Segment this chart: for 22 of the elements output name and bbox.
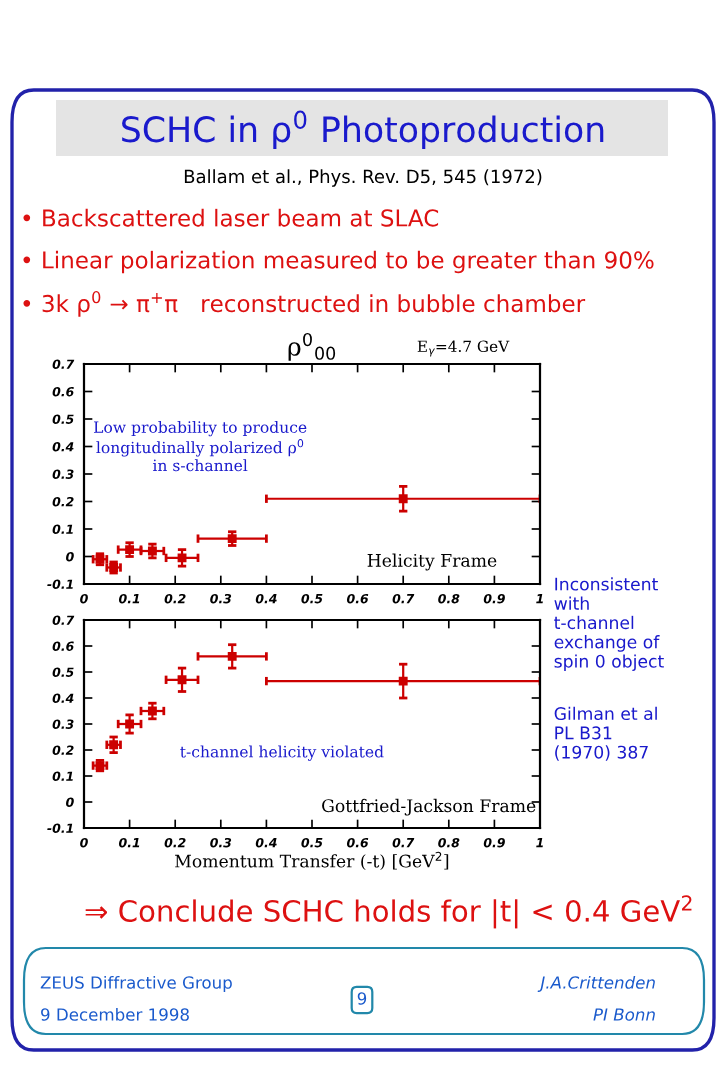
text: • Linear polarization measured to be greater than 90% xyxy=(23,250,654,274)
text: ⇒ Conclude SCHC holds for |t| < 0.4 GeV$^{2}$ xyxy=(85,895,692,929)
text: 9 xyxy=(357,992,367,1005)
annotation: Gottfried-Jackson Frame xyxy=(322,798,536,816)
text: Ballam et al., Phys. Rev. D5, 545 (1972) xyxy=(184,169,542,187)
text: Inconsistent with t-channel exchange of spin 0 object xyxy=(554,577,664,672)
x-axis-title: Momentum Transfer (-t) [GeV$^{2}$] xyxy=(175,851,449,870)
text: • Backscattered laser beam at SLAC xyxy=(23,208,439,227)
point xyxy=(398,676,408,686)
text: 9 December 1998 xyxy=(41,1007,189,1021)
point xyxy=(125,719,135,729)
text: PI Bonn xyxy=(593,1008,655,1021)
text: • 3k ρ$^{0}$ → π$^{+}$π reconstructed in bubble chamber xyxy=(23,291,586,317)
text: SCHC in ρ$^{0}$ Photoproduction xyxy=(122,110,604,150)
point xyxy=(398,494,408,504)
point xyxy=(177,675,187,685)
chart-title: ρ$^{0}$$_{00}$ xyxy=(288,332,336,361)
text: Gilman et al PL B31 (1970) 387 xyxy=(554,706,657,761)
text: J.A.Crittenden xyxy=(537,975,655,992)
point xyxy=(227,651,237,661)
text: ZEUS Diffractive Group xyxy=(40,975,232,993)
annotation: Helicity Frame xyxy=(367,553,497,571)
